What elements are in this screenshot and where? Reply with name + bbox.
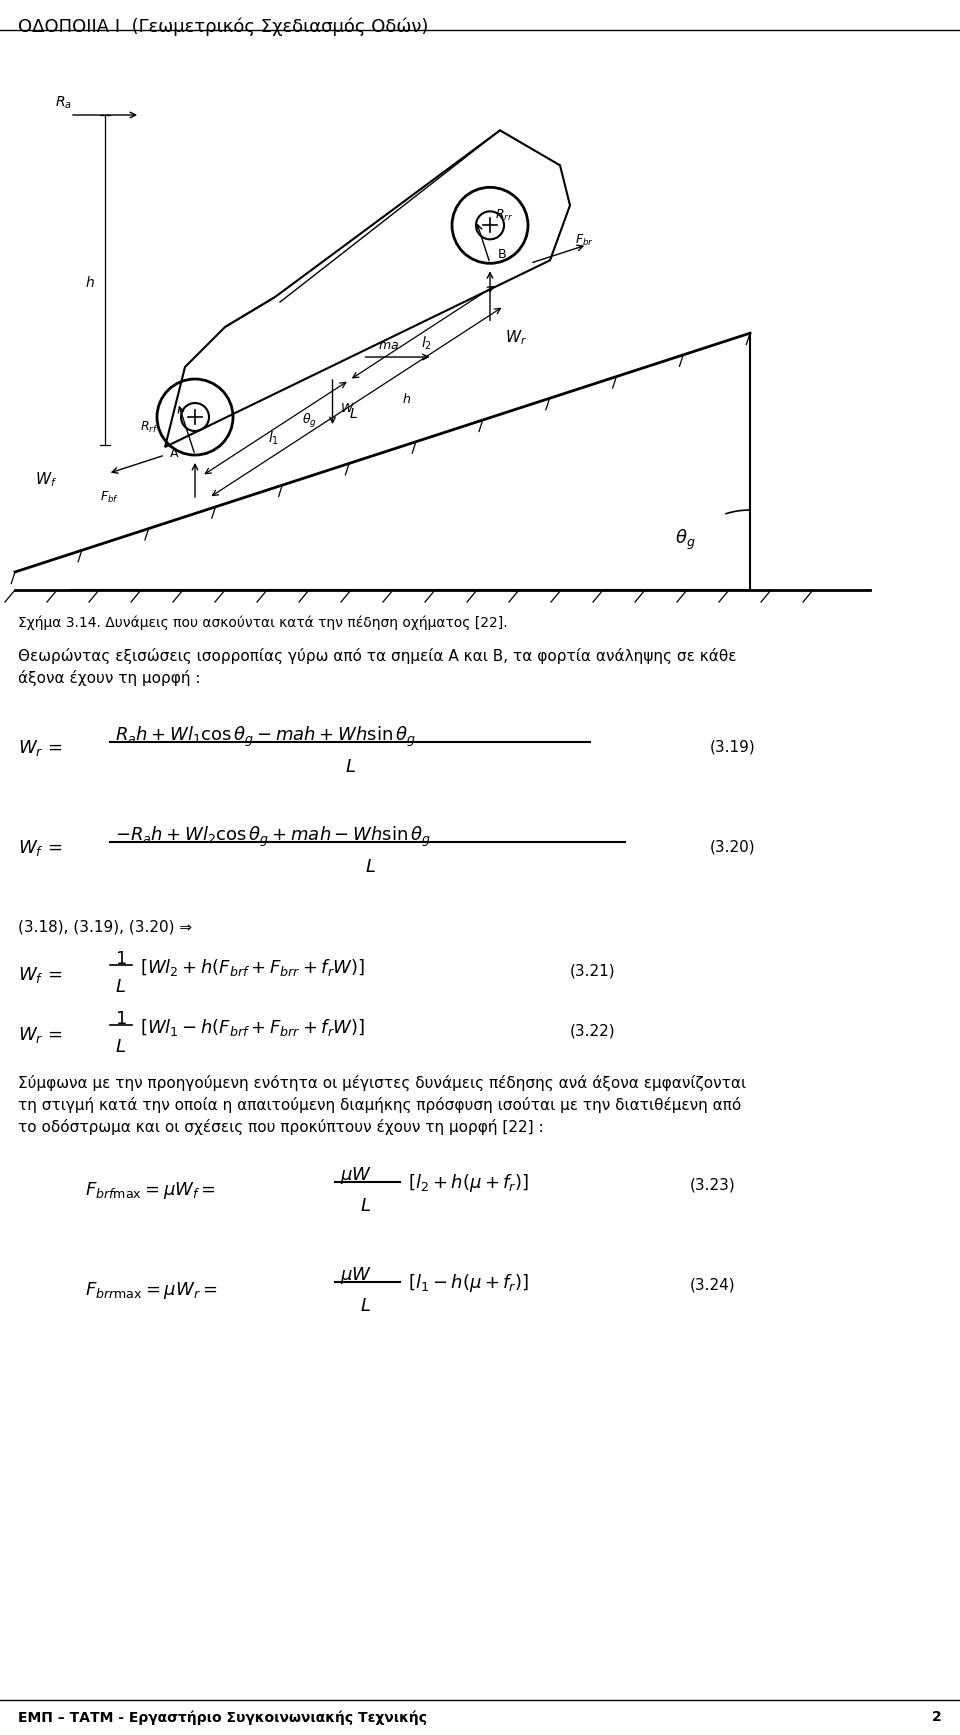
Text: $\left[l_1 - h(\mu + f_r)\right]$: $\left[l_1 - h(\mu + f_r)\right]$: [408, 1272, 529, 1294]
Text: A: A: [170, 448, 179, 460]
Text: $W_f\, =$: $W_f\, =$: [18, 965, 62, 985]
Text: $1$: $1$: [115, 951, 127, 968]
Text: $W_r\, =$: $W_r\, =$: [18, 737, 63, 758]
Text: B: B: [498, 248, 507, 262]
Text: $\left[Wl_1 - h(F_{brf} + F_{brr} + f_r W)\right]$: $\left[Wl_1 - h(F_{brf} + F_{brr} + f_r …: [140, 1017, 365, 1038]
Text: $W$: $W$: [341, 403, 355, 415]
Text: $l_2$: $l_2$: [420, 335, 432, 352]
Text: $\left[Wl_2 + h(F_{brf} + F_{brr} + f_r W)\right]$: $\left[Wl_2 + h(F_{brf} + F_{brr} + f_r …: [140, 958, 365, 979]
Text: άξονα έχουν τη μορφή :: άξονα έχουν τη μορφή :: [18, 670, 201, 685]
Text: ΟΔΟΠΟΙΙΑ Ι  (Γεωμετρικός Σχεδιασμός Οδών): ΟΔΟΠΟΙΙΑ Ι (Γεωμετρικός Σχεδιασμός Οδών): [18, 17, 428, 36]
Text: $R_a h + Wl_1\cos\theta_g - mah + Wh\sin\theta_g$: $R_a h + Wl_1\cos\theta_g - mah + Wh\sin…: [115, 725, 416, 750]
Text: $1$: $1$: [115, 1010, 127, 1029]
Text: $ma$: $ma$: [377, 338, 398, 352]
Text: $W_f$: $W_f$: [35, 470, 58, 489]
Text: $l_1$: $l_1$: [268, 430, 279, 448]
Text: Σύμφωνα με την προηγούμενη ενότητα οι μέγιστες δυνάμεις πέδησης ανά άξονα εμφανί: Σύμφωνα με την προηγούμενη ενότητα οι μέ…: [18, 1076, 746, 1091]
Text: $F_{brr\max} = \mu W_r =$: $F_{brr\max} = \mu W_r =$: [85, 1280, 217, 1301]
Text: $\theta_g$: $\theta_g$: [675, 527, 696, 552]
Text: (3.24): (3.24): [690, 1279, 735, 1293]
Text: Θεωρώντας εξισώσεις ισορροπίας γύρω από τα σημεία Α και Β, τα φορτία ανάληψης σε: Θεωρώντας εξισώσεις ισορροπίας γύρω από …: [18, 647, 736, 665]
Text: $\mu W$: $\mu W$: [340, 1164, 372, 1187]
Text: $R_a$: $R_a$: [55, 95, 72, 111]
Text: $W_r$: $W_r$: [505, 328, 527, 347]
Text: (3.18), (3.19), (3.20) ⇒: (3.18), (3.19), (3.20) ⇒: [18, 920, 192, 935]
Text: $h$: $h$: [402, 392, 412, 406]
Text: $W_r\, =$: $W_r\, =$: [18, 1025, 63, 1044]
Text: $F_{bf}$: $F_{bf}$: [100, 489, 119, 505]
Text: ΕΜΠ – ΤΑΤΜ - Εργαστήριο Συγκοινωνιακής Τεχνικής: ΕΜΠ – ΤΑΤΜ - Εργαστήριο Συγκοινωνιακής Τ…: [18, 1711, 427, 1725]
Text: $L$: $L$: [360, 1298, 371, 1315]
Text: (3.20): (3.20): [710, 840, 756, 855]
Text: $\mu W$: $\mu W$: [340, 1265, 372, 1286]
Text: $F_{brf\max} = \mu W_f =$: $F_{brf\max} = \mu W_f =$: [85, 1180, 216, 1201]
Text: $W_f\, =$: $W_f\, =$: [18, 838, 62, 859]
Text: $\left[l_2 + h(\mu + f_r)\right]$: $\left[l_2 + h(\mu + f_r)\right]$: [408, 1173, 529, 1194]
Text: $\theta_g$: $\theta_g$: [302, 411, 318, 430]
Text: (3.19): (3.19): [710, 741, 756, 755]
Text: $L$: $L$: [115, 1038, 126, 1057]
Text: 2: 2: [932, 1711, 942, 1725]
Text: $h$: $h$: [85, 276, 95, 290]
Text: $L$: $L$: [365, 859, 376, 876]
Text: το οδόστρωμα και οι σχέσεις που προκύπτουν έχουν τη μορφή [22] :: το οδόστρωμα και οι σχέσεις που προκύπτο…: [18, 1119, 543, 1135]
Text: τη στιγμή κατά την οποία η απαιτούμενη διαμήκης πρόσφυση ισούται με την διατιθέμ: τη στιγμή κατά την οποία η απαιτούμενη δ…: [18, 1097, 741, 1112]
Text: $L$: $L$: [345, 758, 356, 776]
Text: (3.22): (3.22): [570, 1024, 615, 1038]
Text: (3.23): (3.23): [690, 1178, 735, 1194]
Text: $R_{rr}$: $R_{rr}$: [495, 208, 514, 224]
Text: $R_{rf}$: $R_{rf}$: [140, 420, 158, 435]
Text: $L$: $L$: [360, 1197, 371, 1214]
Text: (3.21): (3.21): [570, 963, 615, 979]
Text: $F_{br}$: $F_{br}$: [575, 232, 594, 248]
Text: $L$: $L$: [348, 408, 358, 422]
Text: $-R_a h + Wl_2\cos\theta_g + mah - Wh\sin\theta_g$: $-R_a h + Wl_2\cos\theta_g + mah - Wh\si…: [115, 826, 431, 848]
Text: Σχήμα 3.14. Δυνάμεις που ασκούνται κατά την πέδηση οχήματος [22].: Σχήμα 3.14. Δυνάμεις που ασκούνται κατά …: [18, 614, 508, 630]
Text: $L$: $L$: [115, 979, 126, 996]
